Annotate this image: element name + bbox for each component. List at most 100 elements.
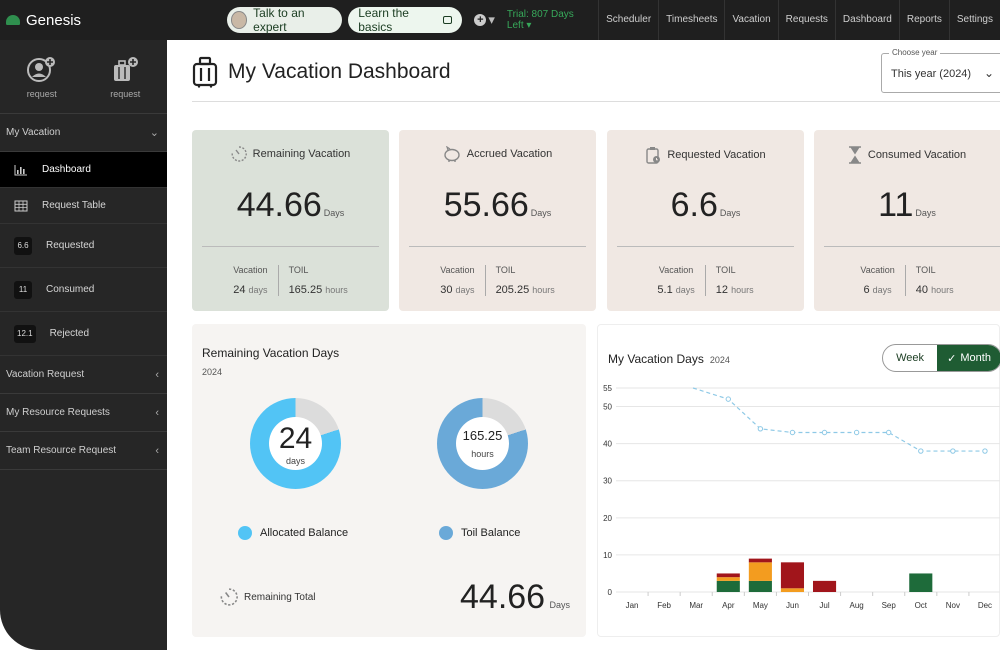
card-title: Consumed Vacation <box>814 146 1000 164</box>
sidebar-item-requested[interactable]: 6.6 Requested <box>0 224 167 268</box>
balance-point <box>789 429 796 436</box>
learn-basics-label: Learn the basics <box>358 6 409 34</box>
card-title-label: Consumed Vacation <box>867 149 967 161</box>
plus-circle-icon: + <box>474 14 487 26</box>
nav-dashboard[interactable]: Dashboard <box>834 0 899 40</box>
bar-requested <box>748 562 772 581</box>
toggle-week[interactable]: Week <box>896 352 924 364</box>
quick-label: request <box>26 88 57 99</box>
x-tick-label: May <box>753 601 768 610</box>
breakdown-value: 205.25 <box>495 284 530 296</box>
vacation-breakdown: Vacation 24 days <box>223 265 277 296</box>
card-value-number: 11 <box>878 186 914 224</box>
card-divider <box>824 246 1000 247</box>
count-badge: 11 <box>14 280 32 299</box>
vacation-request-section[interactable]: Vacation Request ‹ <box>0 356 167 394</box>
my-vacation-section[interactable]: My Vacation ⌄ <box>0 114 167 152</box>
donut-unit: days <box>285 455 305 466</box>
add-menu-button[interactable]: + ▾ <box>474 12 495 28</box>
section-label: Vacation Request <box>6 369 85 380</box>
y-tick-label: 0 <box>608 588 613 597</box>
y-tick-label: 30 <box>603 477 612 486</box>
card-breakdown: Vacation 24 days TOIL 165.25 hours <box>192 265 389 296</box>
sidebar-item-dashboard[interactable]: Dashboard <box>0 152 167 188</box>
bar-rejected <box>780 562 805 589</box>
chart-title-text: My Vacation Days <box>608 352 704 366</box>
breakdown-unit: days <box>455 285 475 295</box>
talk-to-expert-button[interactable]: Talk to an expert <box>226 6 343 34</box>
x-tick-label: Sep <box>882 601 897 610</box>
breakdown-unit: hours <box>931 285 954 295</box>
chevron-left-icon: ‹ <box>155 444 159 457</box>
x-tick-label: Nov <box>946 601 960 610</box>
breakdown-unit: hours <box>731 285 754 295</box>
breakdown-unit: days <box>675 285 695 295</box>
card-value-unit: Days <box>323 208 345 218</box>
balance-point <box>853 429 860 436</box>
balance-point <box>757 426 764 432</box>
nav-requests[interactable]: Requests <box>777 0 835 40</box>
chevron-down-icon: ⌄ <box>149 127 159 139</box>
nav-scheduler[interactable]: Scheduler <box>598 0 658 40</box>
nav-timesheets[interactable]: Timesheets <box>658 0 724 40</box>
balance-point <box>725 396 731 402</box>
card-breakdown: Vacation 30 days TOIL 205.25 hours <box>399 265 596 296</box>
breakdown-value: 12 <box>715 284 729 296</box>
x-tick-label: Jun <box>786 601 799 610</box>
sidebar-item-label: Request Table <box>42 200 106 211</box>
card-value: 44.66 Days <box>192 186 389 225</box>
toil-breakdown: TOIL 12 hours <box>704 265 764 296</box>
check-icon: ✓ <box>947 352 957 365</box>
trial-label: Trial: 807 Days Left <box>506 9 574 31</box>
new-vacation-request-button[interactable]: request <box>84 40 168 113</box>
card-divider <box>617 246 794 247</box>
chart-title: My Vacation Days 2024 <box>608 352 730 366</box>
x-tick-label: Feb <box>657 601 671 610</box>
section-label: Team Resource Request <box>6 445 117 456</box>
x-tick-label: Mar <box>689 601 703 610</box>
toggle-month[interactable]: ✓ Month <box>937 345 1000 371</box>
expert-avatar <box>230 11 248 29</box>
nav-settings[interactable]: Settings <box>948 0 1000 40</box>
bar-rejected <box>716 573 740 578</box>
team-resource-request-section[interactable]: Team Resource Request ‹ <box>0 432 167 470</box>
balance-point <box>886 429 892 436</box>
chevron-left-icon: ‹ <box>155 368 159 381</box>
legend-toil: Toil Balance <box>439 526 520 540</box>
breakdown-value: 40 <box>915 284 929 296</box>
remaining-total-unit: Days <box>549 600 571 610</box>
breakdown-value: 6 <box>863 284 870 296</box>
timer-icon <box>220 588 238 606</box>
learn-basics-button[interactable]: Learn the basics <box>348 6 463 34</box>
card-title-label: Accrued Vacation <box>466 148 553 160</box>
bar-requested <box>716 577 740 581</box>
y-tick-label: 10 <box>603 551 612 560</box>
sidebar-item-consumed[interactable]: 11 Consumed <box>0 268 167 312</box>
vacation-breakdown: Vacation 6 days <box>850 265 904 296</box>
legend-label: Toil Balance <box>461 527 521 539</box>
donut-center: 165.25 hours <box>456 417 509 470</box>
bar-consumed <box>716 580 740 592</box>
accrued-vacation-card: Accrued Vacation 55.66 Days Vacation 30 d… <box>399 130 596 311</box>
sidebar-item-request-table[interactable]: Request Table <box>0 188 167 224</box>
new-user-request-button[interactable]: request <box>0 40 84 113</box>
legend-allocated: Allocated Balance <box>238 526 348 540</box>
requested-vacation-card: Requested Vacation 6.6 Days Vacation 5.1 … <box>607 130 804 311</box>
nav-reports[interactable]: Reports <box>898 0 949 40</box>
balance-line <box>692 387 985 452</box>
section-label: My Resource Requests <box>6 407 110 418</box>
x-tick-label: Jul <box>819 601 829 610</box>
remaining-total-label: Remaining Total <box>220 588 316 606</box>
brand[interactable]: Genesis <box>0 12 227 29</box>
nav-vacation[interactable]: Vacation <box>724 0 777 40</box>
breakdown-label: TOIL <box>288 265 309 275</box>
sidebar-item-rejected[interactable]: 12.1 Rejected <box>0 312 167 356</box>
quick-label: request <box>110 88 141 99</box>
main-content: My Vacation Dashboard Choose year This y… <box>167 40 1000 650</box>
year-select[interactable]: Choose year This year (2024) ⌄ <box>881 48 1000 93</box>
year-select-value: This year (2024) <box>891 68 972 80</box>
trial-dropdown[interactable]: Trial: 807 Days Left ▾ <box>506 9 574 31</box>
suitcase-icon <box>192 56 218 88</box>
my-resource-requests-section[interactable]: My Resource Requests ‹ <box>0 394 167 432</box>
balance-point <box>950 448 956 454</box>
